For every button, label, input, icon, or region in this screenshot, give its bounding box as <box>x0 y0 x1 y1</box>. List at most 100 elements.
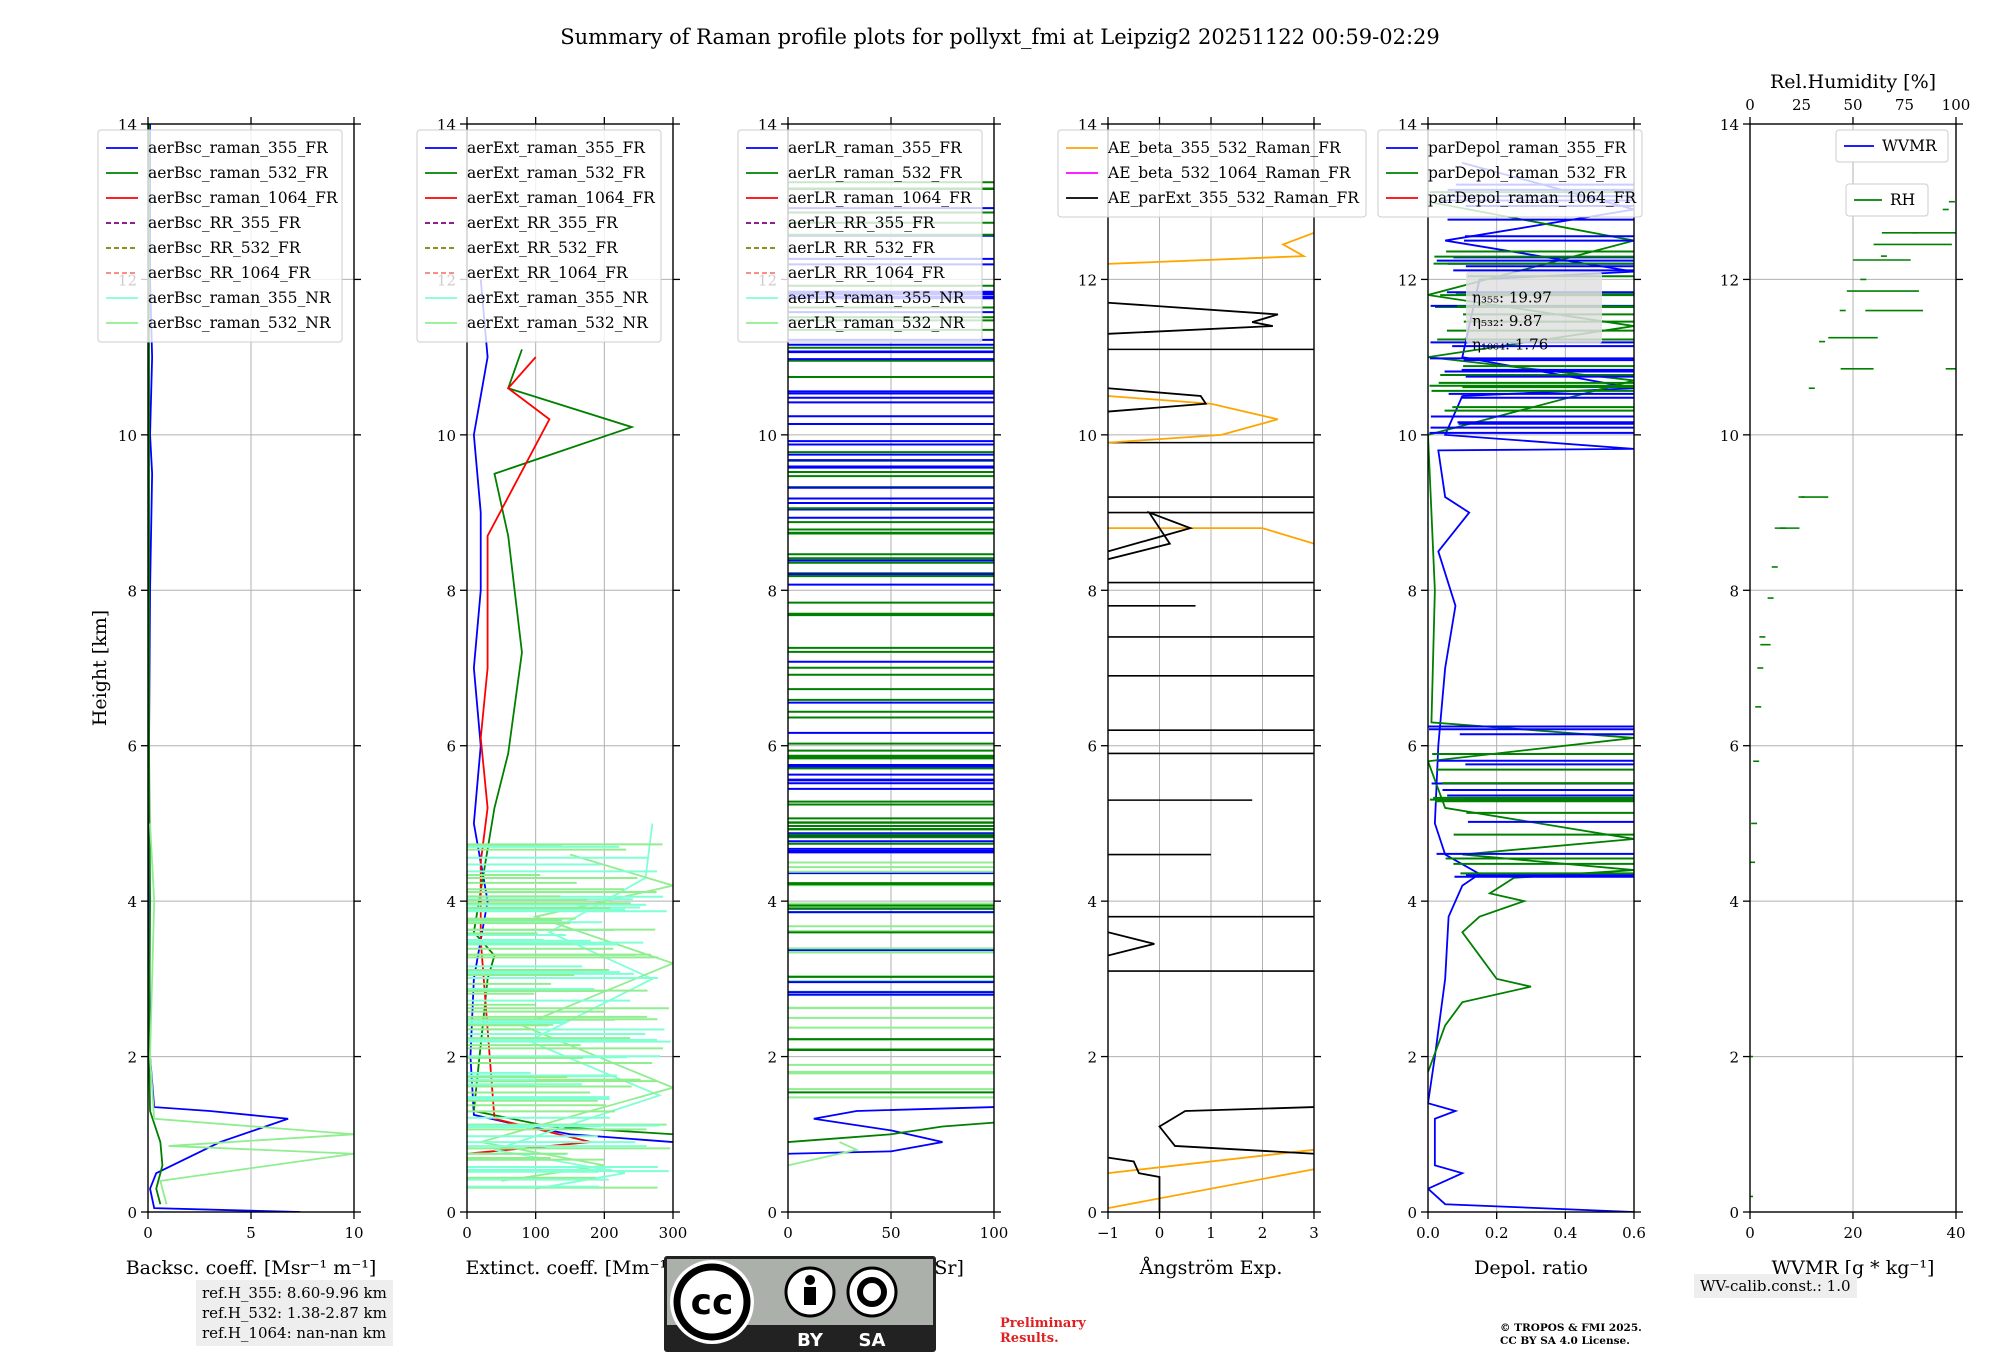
x-tick-label: 100 <box>521 1224 550 1242</box>
figure-title: Summary of Raman profile plots for polly… <box>560 25 1440 49</box>
legend-entry: aerLR_raman_355_NR <box>788 289 966 307</box>
eta-box <box>1466 271 1602 344</box>
legend-box <box>737 129 983 343</box>
series-line-ae-parext-355-532-raman-fr-c <box>1108 931 1155 957</box>
share-alike-icon <box>857 1277 887 1307</box>
y-tick-label: 0 <box>1407 1204 1417 1222</box>
legend-entry: aerExt_raman_355_FR <box>467 139 646 157</box>
x-axis-label: Backsc. coeff. [Msr⁻¹ m⁻¹] <box>126 1257 377 1279</box>
series-line-aerext-raman-532-fr <box>472 349 673 1136</box>
cc-sa-label: SA <box>859 1330 886 1351</box>
x-axis-label: Ångström Exp. <box>1139 1257 1283 1279</box>
axes-frame <box>1427 123 1635 1213</box>
x-tick-label: 0 <box>1745 1224 1755 1242</box>
legend-entry: aerLR_RR_1064_FR <box>788 264 946 282</box>
legend-entry: parDepol_raman_1064_FR <box>1428 189 1637 207</box>
copyright-line1: © TROPOS & FMI 2025. <box>1500 1322 1642 1334</box>
cc-by-sa-logo: cc BY SA <box>664 1256 936 1352</box>
panel-ext: 024681012140100200300Extinct. coeff. [Mm… <box>416 116 688 1279</box>
eta-355: η₃₅₅: 19.97 <box>1472 289 1552 307</box>
y-tick-label: 6 <box>127 738 137 756</box>
x-tick-label: −1 <box>1097 1224 1119 1242</box>
legend-entry: aerBsc_RR_355_FR <box>148 214 302 232</box>
y-tick-label: 8 <box>767 582 777 600</box>
y-tick-label: 10 <box>118 427 137 445</box>
y-tick-label: 4 <box>446 893 456 911</box>
y-tick-label: 0 <box>767 1204 777 1222</box>
series-line-aerlr-raman-532-nr <box>788 1141 860 1167</box>
legend-entry: aerExt_RR_532_FR <box>467 239 619 257</box>
top-x-tick-label: 0 <box>1745 96 1755 114</box>
person-icon <box>805 1275 815 1285</box>
series-line-aerext-raman-1064-fr <box>467 356 591 1155</box>
x-tick-label: 300 <box>659 1224 688 1242</box>
y-tick-label: 6 <box>1087 738 1097 756</box>
series-line-ae-beta-355-532-raman-fr-b <box>1108 1148 1314 1175</box>
y-tick-label: 2 <box>1729 1049 1739 1067</box>
legend-entry: aerBsc_RR_1064_FR <box>148 264 312 282</box>
legend-entry: aerLR_raman_532_FR <box>788 164 963 182</box>
x-axis-label: Extinct. coeff. [Mm⁻¹] <box>465 1257 674 1279</box>
x-tick-label: 0.0 <box>1416 1224 1440 1242</box>
series-line-ae-parext-355-532-raman-fr-b <box>1158 1106 1314 1155</box>
legend-entry: aerBsc_raman_1064_FR <box>148 189 339 207</box>
legend-entry: aerExt_raman_1064_FR <box>467 189 656 207</box>
y-tick-label: 14 <box>1720 116 1739 134</box>
legend-entry: AE_beta_355_532_Raman_FR <box>1107 139 1342 157</box>
legend-entry: aerBsc_raman_532_NR <box>148 314 332 332</box>
series-line-ae-beta-355-532-raman-fr-e <box>1108 231 1314 265</box>
y-tick-label: 10 <box>1398 427 1417 445</box>
y-tick-label: 2 <box>446 1049 456 1067</box>
preliminary-note: Preliminary Results. <box>1000 1316 1086 1346</box>
legend-box <box>416 129 662 343</box>
y-tick-label: 12 <box>1398 271 1417 289</box>
x-tick-label: 0.2 <box>1485 1224 1509 1242</box>
y-tick-label: 4 <box>1729 893 1739 911</box>
y-tick-label: 0 <box>446 1204 456 1222</box>
series-line-aerbsc-raman-532-fr <box>148 124 164 1205</box>
eta-532: η₅₃₂: 9.87 <box>1472 312 1542 330</box>
legend-entry: aerBsc_raman_355_FR <box>148 139 329 157</box>
x-tick-label: 20 <box>1843 1224 1862 1242</box>
x-tick-label: 0.6 <box>1622 1224 1646 1242</box>
eta-1064: η₁₀₆₄: 1.76 <box>1472 335 1548 353</box>
series-line-ae-parext-355-532-raman-fr <box>1108 1156 1161 1212</box>
x-axis-label: Depol. ratio <box>1474 1257 1588 1279</box>
x-tick-label: 10 <box>344 1224 363 1242</box>
cc-mark: cc <box>691 1282 734 1323</box>
series-line-aerlr-raman-355-fr <box>788 1106 994 1155</box>
legend-box <box>97 129 343 343</box>
legend-entry: RH <box>1890 191 1915 209</box>
ref-height-1064: ref.H_1064: nan-nan km <box>202 1324 387 1342</box>
legend-entry: parDepol_raman_355_FR <box>1428 139 1628 157</box>
y-tick-label: 6 <box>446 738 456 756</box>
x-tick-label: 50 <box>881 1224 900 1242</box>
y-tick-label: 8 <box>1407 582 1417 600</box>
series-line-ae-beta-355-532-raman-fr <box>1108 1168 1314 1209</box>
y-tick-label: 10 <box>1720 427 1739 445</box>
y-tick-label: 0 <box>127 1204 137 1222</box>
panel-bsc: 024681012140510Backsc. coeff. [Msr⁻¹ m⁻¹… <box>89 116 376 1279</box>
legend-entry: aerExt_RR_355_FR <box>467 214 619 232</box>
legend-entry: aerExt_raman_355_NR <box>467 289 649 307</box>
y-tick-label: 0 <box>1729 1204 1739 1222</box>
top-x-tick-label: 100 <box>1942 96 1971 114</box>
legend-box <box>1845 183 1929 217</box>
copyright-note: © TROPOS & FMI 2025. CC BY SA 4.0 Licens… <box>1500 1322 1700 1348</box>
x-tick-label: 5 <box>246 1224 256 1242</box>
y-tick-label: 2 <box>1407 1049 1417 1067</box>
y-tick-label: 6 <box>1729 738 1739 756</box>
x-tick-label: 100 <box>980 1224 1009 1242</box>
x-tick-label: 200 <box>590 1224 619 1242</box>
panel-lr: 02468101214050100Lidar ratio [Sr]aerLR_r… <box>737 116 1009 1279</box>
legend-entry: aerExt_raman_532_NR <box>467 314 649 332</box>
series-group <box>148 124 354 1212</box>
y-tick-label: 8 <box>1729 582 1739 600</box>
legend-entry: aerExt_RR_1064_FR <box>467 264 629 282</box>
top-x-tick-label: 75 <box>1895 96 1914 114</box>
legend-entry: aerLR_RR_532_FR <box>788 239 936 257</box>
series-group <box>1750 200 1956 1198</box>
legend-entry: AE_parExt_355_532_Raman_FR <box>1107 189 1360 207</box>
series-group <box>1108 231 1314 1212</box>
